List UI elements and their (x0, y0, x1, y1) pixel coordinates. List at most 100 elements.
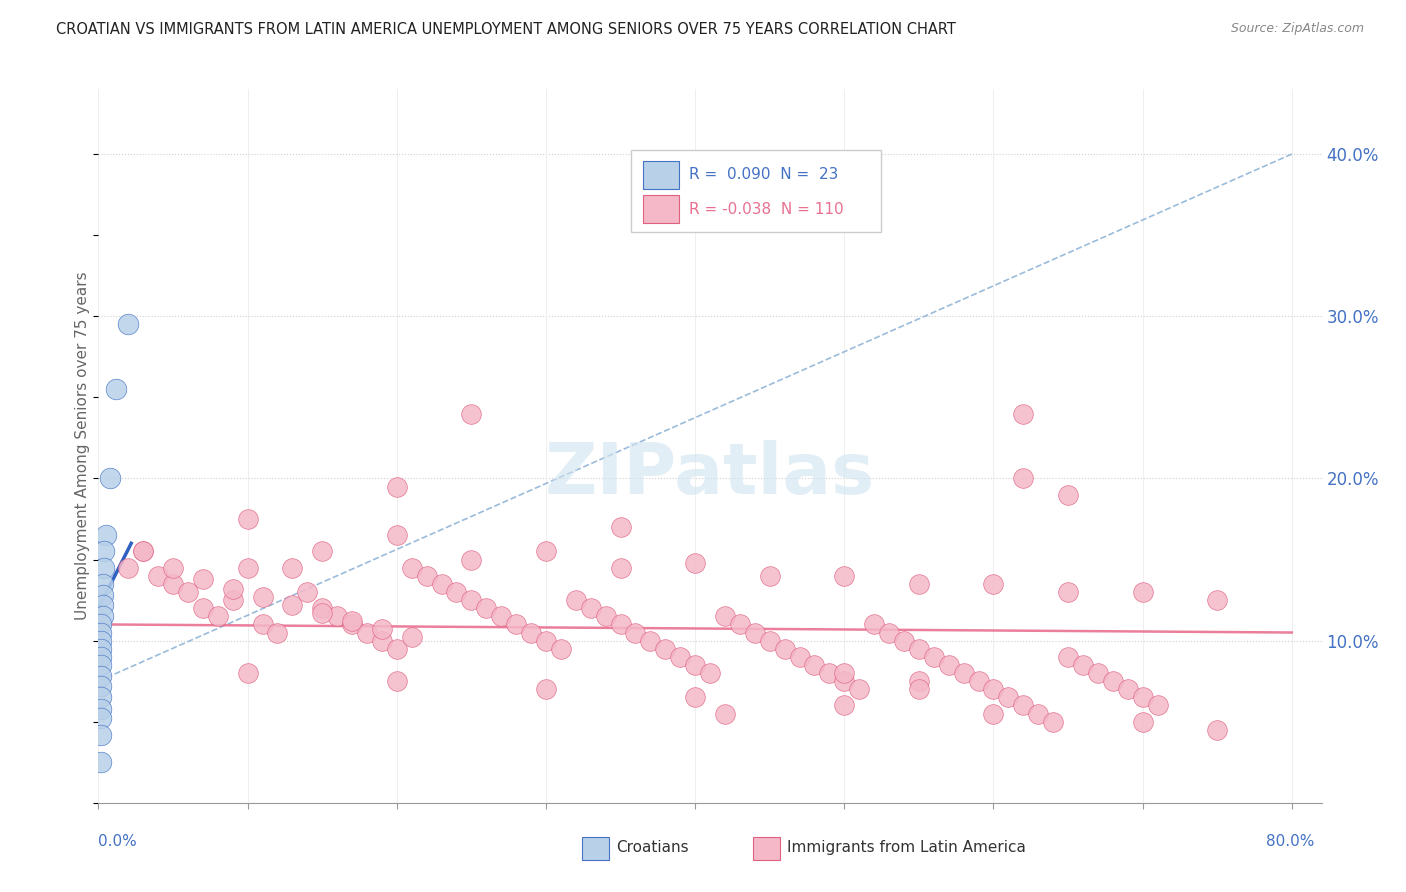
Point (236, 560, 259, 574)
Text: CROATIAN VS IMMIGRANTS FROM LATIN AMERICA UNEMPLOYMENT AMONG SENIORS OVER 75 YEA: CROATIAN VS IMMIGRANTS FROM LATIN AMERIC… (56, 22, 956, 37)
Point (90, 657, 112, 672)
Point (98, 471, 121, 485)
Point (579, 601, 602, 615)
Point (654, 641, 676, 656)
Point (162, 560, 184, 574)
Point (90, 649, 112, 664)
Point (520, 625, 543, 640)
Text: R = -0.038  N = 110: R = -0.038 N = 110 (689, 202, 844, 217)
Point (356, 625, 378, 640)
Point (699, 666, 721, 681)
Point (207, 609, 229, 624)
Point (908, 682, 931, 697)
Point (1057, 488, 1080, 502)
Point (714, 609, 737, 624)
Point (252, 590, 274, 604)
FancyBboxPatch shape (752, 837, 780, 860)
Point (758, 633, 780, 648)
Point (1057, 649, 1080, 664)
Point (832, 674, 855, 689)
Point (281, 560, 304, 574)
Point (221, 582, 243, 596)
Point (1012, 698, 1035, 713)
Point (236, 666, 259, 681)
Point (460, 552, 482, 566)
Point (848, 682, 870, 697)
Point (624, 625, 647, 640)
Point (105, 382, 128, 396)
Point (683, 657, 706, 672)
Point (90, 617, 112, 632)
Point (1132, 690, 1154, 705)
Point (146, 568, 169, 582)
Point (385, 674, 408, 689)
Point (938, 657, 960, 672)
Point (967, 674, 990, 689)
Point (1087, 666, 1109, 681)
Text: Croatians: Croatians (616, 839, 689, 855)
Point (983, 682, 1005, 697)
Point (132, 544, 155, 558)
Point (385, 528, 408, 542)
Point (311, 606, 333, 620)
Point (489, 609, 512, 624)
Point (93, 544, 115, 558)
Point (1132, 714, 1154, 729)
Point (640, 633, 662, 648)
Point (90, 625, 112, 640)
Point (832, 666, 855, 681)
Point (534, 633, 557, 648)
Point (430, 577, 453, 591)
Point (162, 577, 184, 591)
Point (983, 577, 1005, 591)
Point (446, 585, 468, 599)
Point (683, 690, 706, 705)
Point (401, 631, 423, 645)
Text: ZIPatlas: ZIPatlas (546, 440, 875, 509)
Point (415, 568, 437, 582)
Point (191, 572, 214, 586)
Point (90, 702, 112, 716)
Point (91, 609, 114, 624)
Point (832, 568, 855, 582)
Point (893, 633, 915, 648)
FancyBboxPatch shape (643, 161, 679, 189)
Point (371, 633, 394, 648)
Point (385, 479, 408, 493)
Point (90, 728, 112, 742)
Text: 80.0%: 80.0% (1267, 834, 1315, 849)
Point (191, 601, 214, 615)
Point (117, 318, 139, 332)
Text: Immigrants from Latin America: Immigrants from Latin America (787, 839, 1026, 855)
Point (997, 690, 1019, 705)
Point (371, 622, 394, 636)
Point (908, 641, 931, 656)
Point (744, 625, 766, 640)
Point (94, 528, 117, 542)
Point (91, 577, 114, 591)
Point (340, 614, 363, 628)
Point (1071, 657, 1094, 672)
Point (326, 609, 349, 624)
Point (281, 598, 304, 612)
Point (908, 674, 931, 689)
Point (728, 617, 751, 632)
Point (221, 593, 243, 607)
Point (1101, 674, 1123, 689)
Point (311, 601, 333, 615)
Point (758, 568, 780, 582)
Point (460, 593, 482, 607)
Point (1116, 682, 1139, 697)
Point (1132, 585, 1154, 599)
Point (818, 666, 841, 681)
Point (177, 585, 200, 599)
Point (609, 617, 631, 632)
Point (1012, 407, 1035, 421)
Point (922, 649, 945, 664)
Point (789, 649, 811, 664)
Point (90, 641, 112, 656)
Point (1026, 706, 1049, 721)
Point (1206, 593, 1229, 607)
Point (401, 560, 423, 574)
Point (252, 617, 274, 632)
